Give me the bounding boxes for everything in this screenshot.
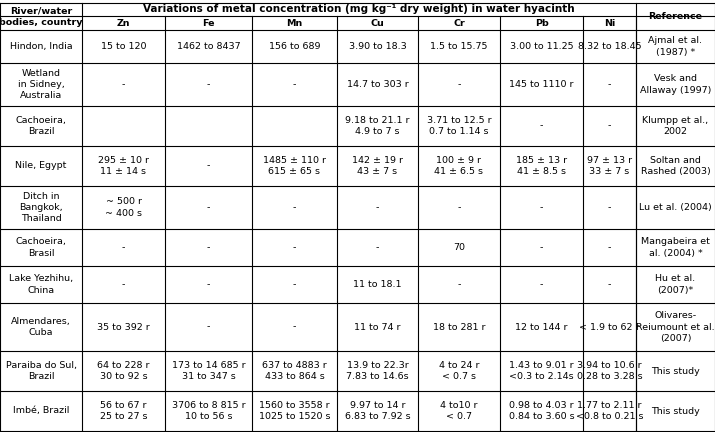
Text: Wetland
in Sidney,
Australia: Wetland in Sidney, Australia <box>18 69 64 100</box>
Text: 11 to 74 r: 11 to 74 r <box>354 323 400 331</box>
Text: -: - <box>540 280 543 289</box>
Text: Mn: Mn <box>287 19 302 28</box>
Text: 185 ± 13 r
41 ± 8.5 s: 185 ± 13 r 41 ± 8.5 s <box>516 156 567 176</box>
Text: 56 to 67 r
25 to 27 s: 56 to 67 r 25 to 27 s <box>100 401 147 421</box>
Text: 97 ± 13 r
33 ± 7 s: 97 ± 13 r 33 ± 7 s <box>587 156 632 176</box>
Text: Reference: Reference <box>649 12 703 21</box>
Text: -: - <box>458 80 460 89</box>
Text: 100 ± 9 r
41 ± 6.5 s: 100 ± 9 r 41 ± 6.5 s <box>435 156 483 176</box>
Text: -: - <box>608 80 611 89</box>
Text: 145 to 1110 r: 145 to 1110 r <box>509 80 573 89</box>
Text: Klumpp et al.,
2002: Klumpp et al., 2002 <box>643 116 709 136</box>
Text: -: - <box>122 280 125 289</box>
Text: 4 to 24 r
< 0.7 s: 4 to 24 r < 0.7 s <box>439 361 479 381</box>
Text: This study: This study <box>651 407 700 416</box>
Text: 15 to 120: 15 to 120 <box>101 42 147 51</box>
Text: 3.71 to 12.5 r
0.7 to 1.14 s: 3.71 to 12.5 r 0.7 to 1.14 s <box>427 116 491 136</box>
Text: -: - <box>458 203 460 212</box>
Text: This study: This study <box>651 366 700 375</box>
Text: -: - <box>540 121 543 130</box>
Text: 35 to 392 r: 35 to 392 r <box>97 323 150 331</box>
Text: 1.5 to 15.75: 1.5 to 15.75 <box>430 42 488 51</box>
Text: Vesk and
Allaway (1997): Vesk and Allaway (1997) <box>640 74 711 95</box>
Text: -: - <box>293 323 296 331</box>
Text: 1560 to 3558 r
1025 to 1520 s: 1560 to 3558 r 1025 to 1520 s <box>259 401 330 421</box>
Text: 637 to 4883 r
433 to 864 s: 637 to 4883 r 433 to 864 s <box>262 361 327 381</box>
Text: -: - <box>608 243 611 252</box>
Text: -: - <box>122 243 125 252</box>
Text: -: - <box>608 280 611 289</box>
Text: 3.94 to 10.6 r
0.28 to 3.28 s: 3.94 to 10.6 r 0.28 to 3.28 s <box>577 361 642 381</box>
Text: Cachoeira,
Brasil: Cachoeira, Brasil <box>16 238 66 257</box>
Text: 3.00 to 11.25: 3.00 to 11.25 <box>510 42 573 51</box>
Text: Paraiba do Sul,
Brazil: Paraiba do Sul, Brazil <box>6 361 77 381</box>
Text: Cr: Cr <box>453 19 465 28</box>
Text: Cachoeira,
Brazil: Cachoeira, Brazil <box>16 116 66 136</box>
Text: -: - <box>207 323 210 331</box>
Text: Ajmal et al.
(1987) *: Ajmal et al. (1987) * <box>649 36 703 57</box>
Text: 12 to 144 r: 12 to 144 r <box>516 323 568 331</box>
Text: -: - <box>540 203 543 212</box>
Text: 18 to 281 r: 18 to 281 r <box>433 323 485 331</box>
Text: 142 ± 19 r
43 ± 7 s: 142 ± 19 r 43 ± 7 s <box>352 156 403 176</box>
Text: 1.43 to 9.01 r
<0.3 to 2.14s: 1.43 to 9.01 r <0.3 to 2.14s <box>509 361 574 381</box>
Text: Lu et al. (2004): Lu et al. (2004) <box>639 203 712 212</box>
Text: Almendares,
Cuba: Almendares, Cuba <box>11 317 71 337</box>
Text: Zn: Zn <box>117 19 130 28</box>
Text: Ni: Ni <box>604 19 615 28</box>
Text: 14.7 to 303 r: 14.7 to 303 r <box>347 80 408 89</box>
Text: 70: 70 <box>453 243 465 252</box>
Text: Variations of metal concentration (mg kg⁻¹ dry weight) in water hyacinth: Variations of metal concentration (mg kg… <box>143 4 575 15</box>
Text: 8.32 to 18.45: 8.32 to 18.45 <box>578 42 641 51</box>
Text: -: - <box>207 162 210 171</box>
Text: 0.98 to 4.03 r
0.84 to 3.60 s: 0.98 to 4.03 r 0.84 to 3.60 s <box>508 401 574 421</box>
Text: 3.90 to 18.3: 3.90 to 18.3 <box>349 42 406 51</box>
Text: -: - <box>293 280 296 289</box>
Text: 156 to 689: 156 to 689 <box>269 42 320 51</box>
Text: Cu: Cu <box>370 19 385 28</box>
Text: 11 to 18.1: 11 to 18.1 <box>353 280 402 289</box>
Text: Fe: Fe <box>202 19 214 28</box>
Text: ~ 500 r
~ 400 s: ~ 500 r ~ 400 s <box>105 197 142 218</box>
Text: 1.77 to 2.11 r
<0.8 to 0.21 s: 1.77 to 2.11 r <0.8 to 0.21 s <box>576 401 644 421</box>
Text: -: - <box>293 203 296 212</box>
Text: Olivares-
Reiumount et al.
(2007): Olivares- Reiumount et al. (2007) <box>636 311 715 343</box>
Text: -: - <box>293 80 296 89</box>
Text: -: - <box>207 203 210 212</box>
Text: -: - <box>122 80 125 89</box>
Text: -: - <box>608 203 611 212</box>
Text: 1485 ± 110 r
615 ± 65 s: 1485 ± 110 r 615 ± 65 s <box>263 156 326 176</box>
Text: 173 to 14 685 r
31 to 347 s: 173 to 14 685 r 31 to 347 s <box>172 361 245 381</box>
Text: Ditch in
Bangkok,
Thailand: Ditch in Bangkok, Thailand <box>19 192 63 223</box>
Text: Mangabeira et
al. (2004) *: Mangabeira et al. (2004) * <box>641 238 710 257</box>
Text: -: - <box>293 243 296 252</box>
Text: -: - <box>376 203 379 212</box>
Text: 295 ± 10 r
11 ± 14 s: 295 ± 10 r 11 ± 14 s <box>98 156 149 176</box>
Text: -: - <box>376 243 379 252</box>
Text: < 1.9 to 62 r: < 1.9 to 62 r <box>579 323 640 331</box>
Text: -: - <box>608 121 611 130</box>
Text: -: - <box>207 243 210 252</box>
Text: River/water
bodies, country: River/water bodies, country <box>0 6 83 26</box>
Text: -: - <box>207 280 210 289</box>
Text: 13.9 to 22.3r
7.83 to 14.6s: 13.9 to 22.3r 7.83 to 14.6s <box>346 361 409 381</box>
Text: 9.97 to 14 r
6.83 to 7.92 s: 9.97 to 14 r 6.83 to 7.92 s <box>345 401 410 421</box>
Text: 9.18 to 21.1 r
4.9 to 7 s: 9.18 to 21.1 r 4.9 to 7 s <box>345 116 410 136</box>
Text: 3706 to 8 815 r
10 to 56 s: 3706 to 8 815 r 10 to 56 s <box>172 401 245 421</box>
Text: -: - <box>458 280 460 289</box>
Text: -: - <box>540 243 543 252</box>
Text: Hu et al.
(2007)*: Hu et al. (2007)* <box>656 274 696 295</box>
Text: 1462 to 8437: 1462 to 8437 <box>177 42 240 51</box>
Text: 4 to10 r
< 0.7: 4 to10 r < 0.7 <box>440 401 478 421</box>
Text: Imbé, Brazil: Imbé, Brazil <box>13 407 69 416</box>
Text: -: - <box>207 80 210 89</box>
Text: Hindon, India: Hindon, India <box>10 42 72 51</box>
Text: Soltan and
Rashed (2003): Soltan and Rashed (2003) <box>641 156 711 176</box>
Text: Lake Yezhihu,
China: Lake Yezhihu, China <box>9 274 73 295</box>
Text: Pb: Pb <box>535 19 548 28</box>
Text: 64 to 228 r
30 to 92 s: 64 to 228 r 30 to 92 s <box>97 361 149 381</box>
Text: Nile, Egypt: Nile, Egypt <box>15 162 66 171</box>
